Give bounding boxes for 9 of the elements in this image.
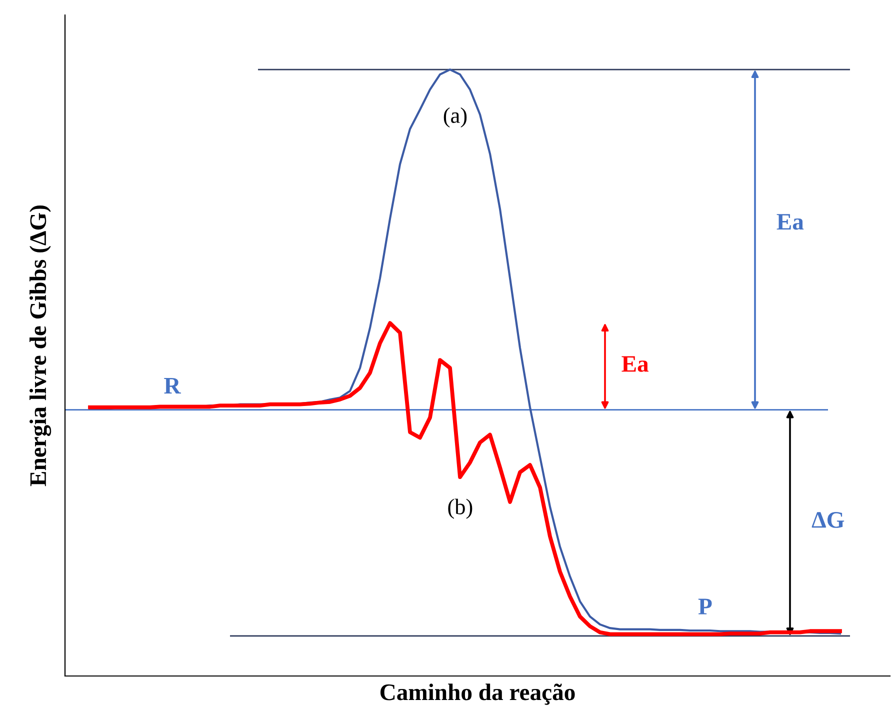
annotation: ΔG xyxy=(812,512,844,528)
annotation: R xyxy=(164,378,181,394)
annotation: Ea xyxy=(776,214,804,230)
series-label: (b) xyxy=(448,498,472,519)
x-axis-title: Caminho da reação xyxy=(380,684,575,705)
annotation: P xyxy=(698,598,712,614)
annotation: Ea xyxy=(622,356,648,372)
series-label: (a) xyxy=(444,107,467,128)
y-axis-title: Energia livre de Gibbs (ΔG) xyxy=(30,206,52,486)
